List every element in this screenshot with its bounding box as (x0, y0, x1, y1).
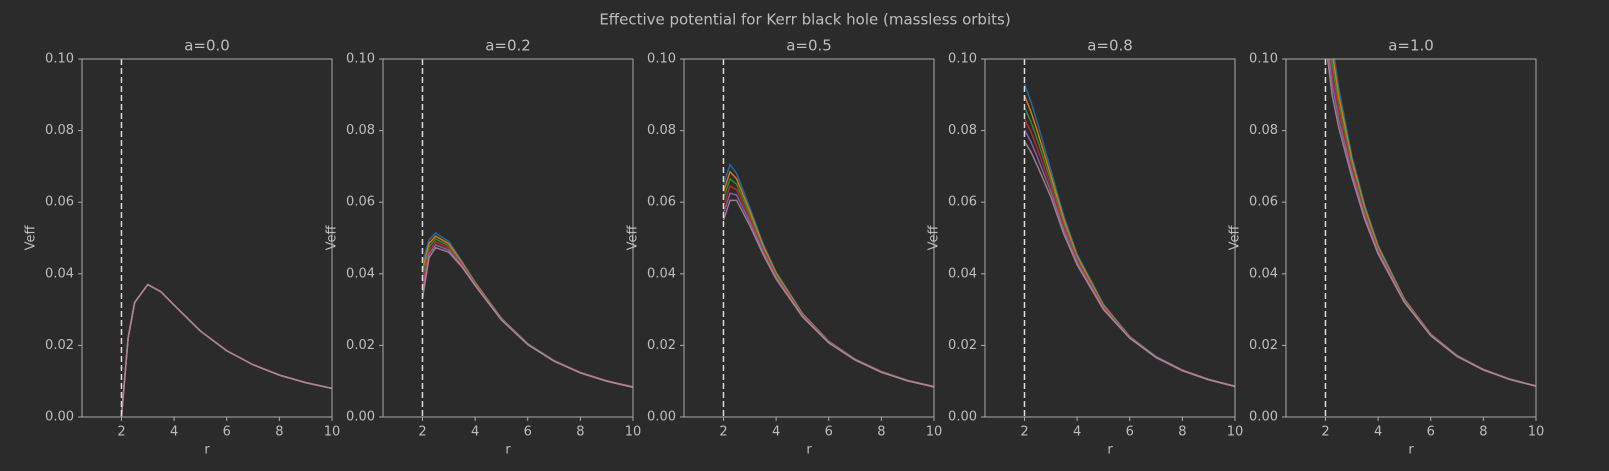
series-line (120, 283, 332, 417)
y-tick-label: 0.08 (346, 123, 375, 138)
y-tick-label: 0.02 (948, 338, 977, 353)
axes-frame (81, 58, 333, 418)
y-tick-label: 0.06 (647, 195, 676, 210)
y-tick-label: 0.06 (1249, 195, 1278, 210)
y-tick-label: 0.02 (346, 338, 375, 353)
x-axis-label: r (1408, 443, 1414, 458)
plot-area (1023, 83, 1235, 388)
x-tick-label: 4 (1073, 425, 1081, 440)
y-tick-label: 0.02 (1249, 338, 1278, 353)
x-tick-label: 8 (1178, 425, 1186, 440)
y-tick-label: 0.08 (948, 123, 977, 138)
x-tick-label: 6 (1126, 425, 1134, 440)
y-axis-label: Veff (24, 225, 39, 251)
x-tick-label: 10 (1528, 425, 1545, 440)
y-tick-label: 0.08 (647, 123, 676, 138)
x-tick-label: 8 (275, 425, 283, 440)
y-tick-label: 0.00 (948, 410, 977, 425)
figure-title: Effective potential for Kerr black hole … (599, 11, 1010, 29)
y-tick-label: 0.04 (346, 266, 375, 281)
x-axis-label: r (204, 443, 210, 458)
x-tick-label: 2 (1321, 425, 1329, 440)
x-axis-label: r (806, 443, 812, 458)
x-tick-label: 2 (1020, 425, 1028, 440)
y-axis-label: Veff (626, 225, 641, 251)
y-tick-label: 0.06 (346, 195, 375, 210)
series-line (722, 199, 934, 388)
y-tick-label: 0.02 (45, 338, 74, 353)
x-tick-label: 10 (625, 425, 642, 440)
axes-frame (1285, 58, 1537, 418)
subplot-title: a=0.8 (1087, 37, 1133, 55)
x-tick-label: 2 (418, 425, 426, 440)
y-tick-label: 0.10 (346, 52, 375, 67)
y-tick-label: 0.04 (647, 266, 676, 281)
y-tick-label: 0.10 (948, 52, 977, 67)
x-tick-label: 10 (324, 425, 341, 440)
y-tick-label: 0.04 (948, 266, 977, 281)
y-axis-label: Veff (1228, 225, 1243, 251)
y-tick-label: 0.08 (1249, 123, 1278, 138)
series-line (1023, 140, 1235, 388)
y-tick-label: 0.00 (1249, 410, 1278, 425)
x-tick-label: 8 (1479, 425, 1487, 440)
y-tick-label: 0.00 (647, 410, 676, 425)
x-tick-label: 4 (170, 425, 178, 440)
subplot-title: a=0.0 (184, 37, 230, 55)
x-tick-label: 4 (471, 425, 479, 440)
y-tick-label: 0.10 (45, 52, 74, 67)
y-axis-label: Veff (325, 225, 340, 251)
series-line (421, 246, 633, 389)
axes-frame (984, 58, 1236, 418)
x-tick-label: 6 (524, 425, 532, 440)
y-tick-label: 0.04 (45, 266, 74, 281)
y-tick-label: 0.04 (1249, 266, 1278, 281)
y-tick-label: 0.06 (45, 195, 74, 210)
x-tick-label: 6 (223, 425, 231, 440)
x-tick-label: 2 (719, 425, 727, 440)
series-line (1326, 59, 1536, 387)
x-axis-label: r (1107, 443, 1113, 458)
y-tick-label: 0.00 (346, 410, 375, 425)
subplot-title: a=0.5 (786, 37, 832, 55)
x-tick-label: 6 (1427, 425, 1435, 440)
y-axis-label: Veff (927, 225, 942, 251)
subplot-title: a=1.0 (1388, 37, 1434, 55)
x-tick-label: 2 (117, 425, 125, 440)
y-tick-label: 0.06 (948, 195, 977, 210)
y-tick-label: 0.10 (1249, 52, 1278, 67)
x-tick-label: 8 (877, 425, 885, 440)
plot-area (722, 163, 934, 388)
y-tick-label: 0.10 (647, 52, 676, 67)
x-tick-label: 8 (576, 425, 584, 440)
plot-area (1326, 59, 1536, 387)
y-tick-label: 0.08 (45, 123, 74, 138)
x-tick-label: 4 (772, 425, 780, 440)
x-tick-label: 10 (926, 425, 943, 440)
axes-frame (683, 58, 935, 418)
plot-area (421, 232, 633, 389)
plot-area (120, 283, 332, 417)
x-tick-label: 4 (1374, 425, 1382, 440)
y-tick-label: 0.02 (647, 338, 676, 353)
x-tick-label: 6 (825, 425, 833, 440)
axes-frame (382, 58, 634, 418)
y-tick-label: 0.00 (45, 410, 74, 425)
subplot-title: a=0.2 (485, 37, 531, 55)
x-axis-label: r (505, 443, 511, 458)
x-tick-label: 10 (1227, 425, 1244, 440)
